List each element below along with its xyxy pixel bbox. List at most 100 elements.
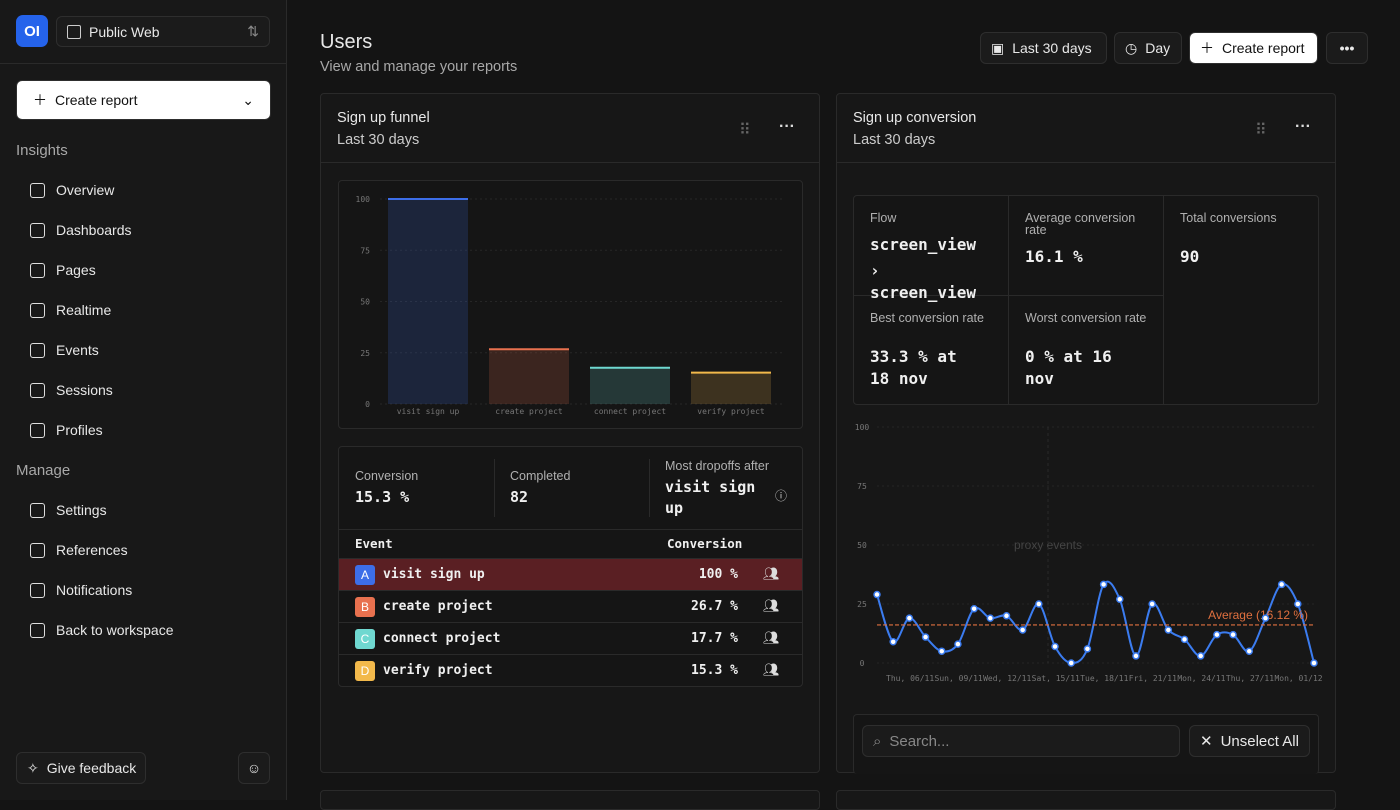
card-menu[interactable]: ···	[1295, 118, 1311, 135]
nav-item[interactable]: Sessions	[0, 370, 287, 410]
section-title: Insights	[16, 141, 68, 159]
stat-label: Total conversions	[1180, 211, 1277, 225]
nav-label: Notifications	[56, 582, 133, 598]
row-users-icon[interactable]: 👥︎	[763, 630, 780, 645]
conversion-stats: Flow screen_view › screen_view Average conv…	[853, 195, 1319, 405]
stat-label: Average conversion rate	[1025, 211, 1136, 237]
y-tick-label: 50	[360, 298, 370, 307]
nav-item[interactable]: Overview	[0, 170, 287, 210]
row-conversion: 17.7 %	[691, 631, 738, 646]
drag-handle[interactable]: ⠿	[1255, 122, 1267, 139]
nav-item[interactable]: Pages	[0, 250, 287, 290]
stat-label: Worst conversion rate	[1025, 311, 1147, 325]
divider	[649, 459, 650, 517]
nav-item[interactable]: Realtime	[0, 290, 287, 330]
placeholder: Search...	[889, 732, 950, 750]
row-event: visit sign up	[383, 567, 485, 582]
stat-value: screen_view	[870, 235, 976, 254]
row-conversion: 26.7 %	[691, 599, 738, 614]
stat-label: Conversion	[355, 469, 419, 483]
x-tick-label: verify project	[697, 407, 765, 416]
unselect-button[interactable]: ✕ Unselect All	[1189, 725, 1310, 757]
interval-button[interactable]: ◷ Day	[1114, 32, 1182, 64]
workspace-name: Public Web	[89, 23, 160, 40]
card-title: Sign up funnel	[337, 110, 430, 126]
card	[836, 790, 1336, 810]
card-menu[interactable]: ···	[779, 118, 795, 135]
nav-label: Profiles	[56, 422, 103, 438]
stat-value: 0 % at 16 nov	[1025, 347, 1112, 388]
bar	[691, 372, 771, 404]
info-icon[interactable]: ⓘ	[775, 489, 788, 503]
nav-icon	[30, 223, 45, 238]
stat-cell	[1009, 196, 1164, 296]
row-event: create project	[383, 599, 493, 614]
nav-icon	[30, 623, 45, 638]
row-badge: A	[355, 565, 375, 585]
page-title: Users	[320, 31, 373, 53]
stat-value: 90	[1180, 247, 1200, 266]
stat-cell	[854, 296, 1009, 405]
create-report-button[interactable]: ＋ Create report	[1189, 32, 1318, 64]
chart-box	[338, 180, 803, 429]
nav-label: Settings	[56, 502, 107, 518]
nav-label: Pages	[56, 262, 96, 278]
nav-label: Overview	[56, 182, 115, 198]
y-tick-label: 100	[356, 195, 371, 204]
y-tick-label: 0	[365, 400, 370, 409]
column-header: Event	[355, 536, 393, 551]
nav-icon	[30, 303, 45, 318]
more-button[interactable]: •••	[1326, 32, 1368, 64]
nav-item[interactable]: Settings	[0, 490, 287, 530]
column-header: Conversion	[667, 536, 743, 551]
x-tick-label: visit sign up	[397, 407, 460, 416]
section-title: Manage	[16, 461, 71, 479]
nav-item[interactable]: Back to workspace	[0, 610, 287, 650]
nav-icon	[30, 343, 45, 358]
stat-value: visit sign up	[665, 478, 756, 517]
nav-icon	[30, 503, 45, 518]
page-subtitle: View and manage your reports	[320, 59, 518, 75]
create-report-button[interactable]: ＋ Create report ⌄	[16, 80, 271, 120]
y-tick-label: 25	[360, 349, 370, 358]
user-button[interactable]: ☺	[238, 752, 270, 784]
row-users-icon[interactable]: 👥︎	[763, 598, 780, 613]
date-range-button[interactable]: ▣ Last 30 days	[980, 32, 1107, 64]
divider	[494, 459, 495, 517]
row-users-icon[interactable]: 👥︎	[763, 566, 780, 581]
stat-value: 33.3 % at 18 nov	[870, 347, 957, 388]
search-input[interactable]: ⌕ Search...	[862, 725, 1180, 757]
x-tick-label: create project	[495, 407, 563, 416]
row-conversion: 15.3 %	[691, 663, 738, 678]
card-subtitle: Last 30 days	[337, 132, 420, 148]
funnel-stats: Conversion 15.3 % Completed 82 Most dropoffs…	[338, 446, 803, 687]
nav-item[interactable]: Dashboards	[0, 210, 287, 250]
bar	[590, 367, 670, 404]
button-label: Day	[1145, 40, 1171, 56]
nav-item[interactable]: Events	[0, 330, 287, 370]
button-label: Create report	[1222, 40, 1305, 56]
row-event: connect project	[383, 631, 501, 646]
nav-icon	[30, 423, 45, 438]
stat-cell	[854, 196, 1009, 296]
divider	[339, 529, 802, 530]
feedback-button[interactable]: ✧ Give feedback	[16, 752, 146, 784]
row-users-icon[interactable]: 👥︎	[763, 662, 780, 677]
nav-item[interactable]: References	[0, 530, 287, 570]
button-label: Unselect All	[1220, 732, 1299, 750]
drag-handle[interactable]: ⠿	[739, 122, 751, 139]
workspace-select[interactable]: Public Web ⇅	[56, 16, 270, 47]
x-tick-label: connect project	[594, 407, 666, 416]
nav-item[interactable]: Notifications	[0, 570, 287, 610]
nav-item[interactable]: Profiles	[0, 410, 287, 450]
nav-icon	[30, 583, 45, 598]
row-badge: C	[355, 629, 375, 649]
logo[interactable]: OI	[16, 15, 48, 47]
nav-icon	[30, 543, 45, 558]
